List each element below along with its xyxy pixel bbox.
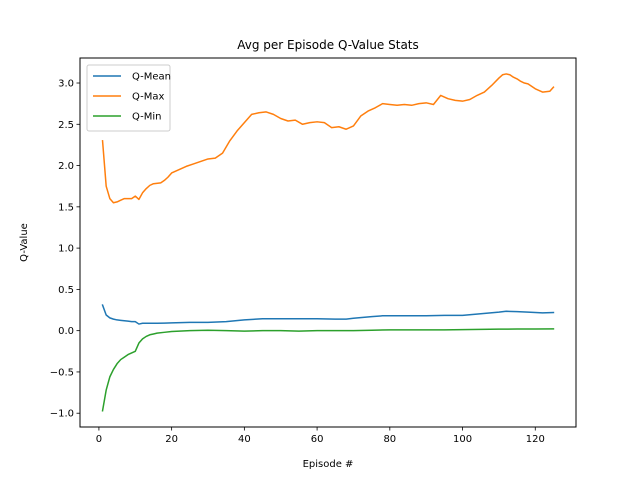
series-layer bbox=[101, 73, 555, 412]
x-tick-label: 20 bbox=[165, 434, 178, 445]
x-axis-ticks: 0 20 40 60 80 100 120 bbox=[96, 427, 545, 445]
y-tick-label: 2.0 bbox=[58, 161, 74, 172]
legend-label-q-max: Q-Max bbox=[132, 92, 165, 103]
legend-items: Q-Mean Q-Max Q-Min bbox=[93, 72, 171, 123]
x-tick-label: 120 bbox=[526, 434, 545, 445]
y-tick-label: 3.0 bbox=[58, 79, 74, 90]
y-tick-label: 0.5 bbox=[58, 285, 74, 296]
axes-frame bbox=[79, 57, 577, 428]
x-tick-label: 60 bbox=[311, 434, 324, 445]
plot-area bbox=[79, 57, 577, 428]
y-tick-label: 2.5 bbox=[58, 120, 74, 131]
y-tick-label: −0.5 bbox=[50, 367, 74, 378]
y-tick-label: −1.0 bbox=[50, 409, 74, 420]
legend-box bbox=[86, 64, 171, 132]
x-tick-label: 0 bbox=[96, 434, 102, 445]
x-tick-label: 40 bbox=[238, 434, 251, 445]
chart-title: Avg per Episode Q-Value Stats bbox=[237, 38, 419, 52]
y-tick-label: 1.0 bbox=[58, 244, 74, 255]
legend: Q-Mean Q-Max Q-Min bbox=[86, 64, 171, 132]
y-tick-label: 0.0 bbox=[58, 326, 74, 337]
legend-label-q-mean: Q-Mean bbox=[132, 72, 171, 83]
x-tick-label: 100 bbox=[453, 434, 472, 445]
legend-label-q-min: Q-Min bbox=[132, 112, 162, 123]
series-line-q-max bbox=[101, 73, 555, 204]
series-line-q-mean bbox=[101, 304, 555, 325]
series-line-q-min bbox=[101, 328, 555, 412]
y-axis-title: Q-Value bbox=[19, 223, 30, 262]
x-axis-title: Episode # bbox=[303, 459, 354, 470]
y-axis-ticks: −1.0 −0.5 0.0 0.5 1.0 1.5 2.0 2.5 3.0 bbox=[50, 79, 80, 420]
y-tick-label: 1.5 bbox=[58, 202, 74, 213]
x-tick-label: 80 bbox=[383, 434, 396, 445]
